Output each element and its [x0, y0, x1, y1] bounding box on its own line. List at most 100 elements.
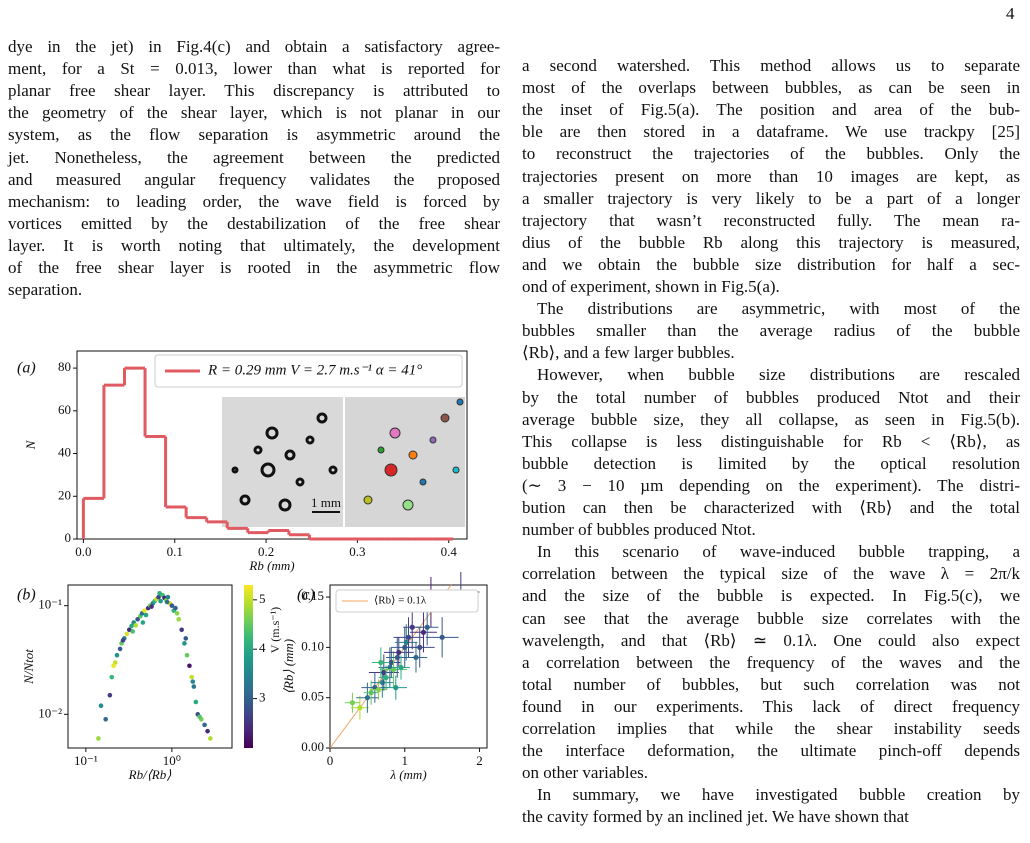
text-line: jet. Nonetheless, the agreement between … [8, 147, 500, 167]
text-line: wavelength, and that ⟨Rb⟩ ≃ 0.1λ. One co… [522, 630, 1020, 650]
y-tick-label: 20 [58, 487, 71, 502]
y-tick-label: 60 [58, 402, 71, 417]
panel-label: (c) [297, 587, 315, 604]
text-line: separation. [8, 280, 83, 300]
text-line: In summary, we have investigated bubble … [537, 785, 1020, 805]
data-point [403, 639, 409, 645]
scatter-point [184, 652, 190, 658]
scatter-point [183, 636, 189, 641]
scatter-point [130, 629, 135, 634]
text-line: and measured angular frequency validates… [8, 169, 500, 189]
inset-raw [222, 397, 343, 527]
data-point [393, 685, 399, 691]
y-tick-label: 10⁻¹ [38, 597, 62, 612]
text-line: the cavity formed by an inclined jet. We… [522, 807, 909, 827]
bubbles-raw [231, 412, 338, 512]
colorbar-tick-label: 4 [259, 640, 266, 655]
scatter-point [165, 594, 171, 600]
colorbar-tick-label: 3 [259, 690, 266, 705]
data-point [405, 634, 412, 640]
text-line: bubbles smaller than the average radius … [522, 321, 1020, 341]
text-line: a second watershed. This method allows u… [522, 56, 1020, 75]
scatter-point [96, 736, 101, 741]
text-line: trajectory that wasn’t reconstructed ful… [522, 210, 1020, 230]
text-line: can see that the average bubble size cor… [522, 608, 1020, 628]
text-line: correlation implies that while the shear… [522, 719, 1020, 738]
scatter-point [190, 679, 196, 684]
scatter-point [187, 663, 192, 669]
scatter-point [182, 641, 187, 646]
x-tick-label: 0.4 [441, 544, 458, 559]
scatter-point [189, 674, 194, 680]
scatter-point [98, 703, 104, 709]
text-line: bubble detection is limited by the optic… [522, 453, 1020, 473]
scatter-point [103, 717, 108, 722]
y-axis-label: N [23, 439, 38, 450]
scatter-point [143, 612, 149, 618]
text-line: average bubble size, they all collapse, … [522, 409, 1020, 429]
scatter-point [169, 603, 175, 608]
page-number: 4 [1006, 4, 1015, 23]
text-line: to reconstruct the trajectories of the b… [522, 144, 1020, 164]
text-line: correlation between the typical size of … [522, 564, 1020, 584]
scatter-point [133, 622, 139, 628]
bubbles-segmented [363, 398, 464, 511]
scatter-point [191, 684, 197, 689]
text-line: vortices emitted by the destabilization … [8, 213, 500, 233]
text-line: system, as the flow separation is asymme… [8, 125, 500, 145]
text-line: and the size of the bubble is expected. … [522, 586, 1020, 606]
scatter-point [117, 646, 123, 652]
scatter-point [179, 627, 184, 633]
data-point [375, 687, 382, 693]
scatter-point [176, 616, 181, 622]
x-tick-label: 0 [327, 753, 334, 768]
text-line: ⟨Rb⟩, and a few larger bubbles. [522, 343, 735, 363]
y-tick-label: 0.10 [301, 638, 324, 653]
scatter-point [111, 663, 116, 669]
text-line: number of bubbles produced Ntot. [522, 520, 756, 540]
text-line: trajectories present on more than 10 ima… [522, 166, 1020, 186]
text-line: the inset of Fig.5(a). The position and … [522, 100, 1020, 120]
y-tick-label: 0.15 [301, 588, 324, 603]
axes-frame [329, 584, 488, 749]
scatter-point [107, 692, 113, 698]
scatter-point [114, 652, 120, 658]
x-axis-label: Rb/⟨Rb⟩ [128, 767, 172, 782]
text-line: (∼ 3 − 10 µm depending on the experiment… [522, 475, 1020, 495]
data-point [378, 659, 384, 666]
y-tick-label: 80 [58, 359, 71, 374]
data-point [396, 649, 402, 656]
text-line: planar free shear layer. This discrepanc… [8, 81, 500, 101]
legend-label: R = 0.29 mm V = 2.7 m.s⁻¹ α = 41° [207, 362, 422, 378]
x-tick-label: 0.0 [75, 544, 91, 559]
scatter-point [157, 591, 162, 596]
text-line: The distributions are asymmetric, with m… [537, 299, 1020, 319]
x-axis-label: λ (mm) [389, 767, 426, 782]
scatter-point [142, 608, 147, 613]
data-point [368, 690, 374, 696]
data-point [420, 629, 427, 635]
scatter-point [158, 598, 163, 604]
x-tick-label: 10⁰ [163, 753, 181, 768]
scatter-point [173, 605, 178, 611]
scatter-point [129, 623, 134, 629]
scatter-point [193, 699, 199, 705]
data-point [388, 659, 394, 666]
x-tick-label: 2 [476, 753, 483, 768]
scatter-point [205, 728, 210, 734]
text-line: the geometry of the shear layer, which i… [8, 103, 500, 123]
scatter-point [174, 611, 180, 616]
scale-bar-label: 1 mm [311, 495, 341, 510]
text-line: layer. It is worth noting that ultimatel… [8, 235, 500, 255]
x-tick-label: 0.2 [258, 544, 274, 559]
data-point [383, 674, 389, 681]
inset-images: 1 mm [222, 397, 465, 527]
text-line: ment, for a St = 0.013, lower than what … [8, 59, 500, 79]
colorbar-tick-label: 5 [259, 591, 266, 606]
x-axis-label: Rb (mm) [248, 558, 294, 573]
colorbar-label: V (m.s⁻¹) [268, 607, 282, 653]
text-line: mechanism: to leading order, the wave fi… [8, 191, 500, 211]
legend-label: ⟨Rb⟩ = 0.1λ [374, 595, 427, 607]
text-line: found in our experiments. This lack of d… [522, 696, 1020, 716]
